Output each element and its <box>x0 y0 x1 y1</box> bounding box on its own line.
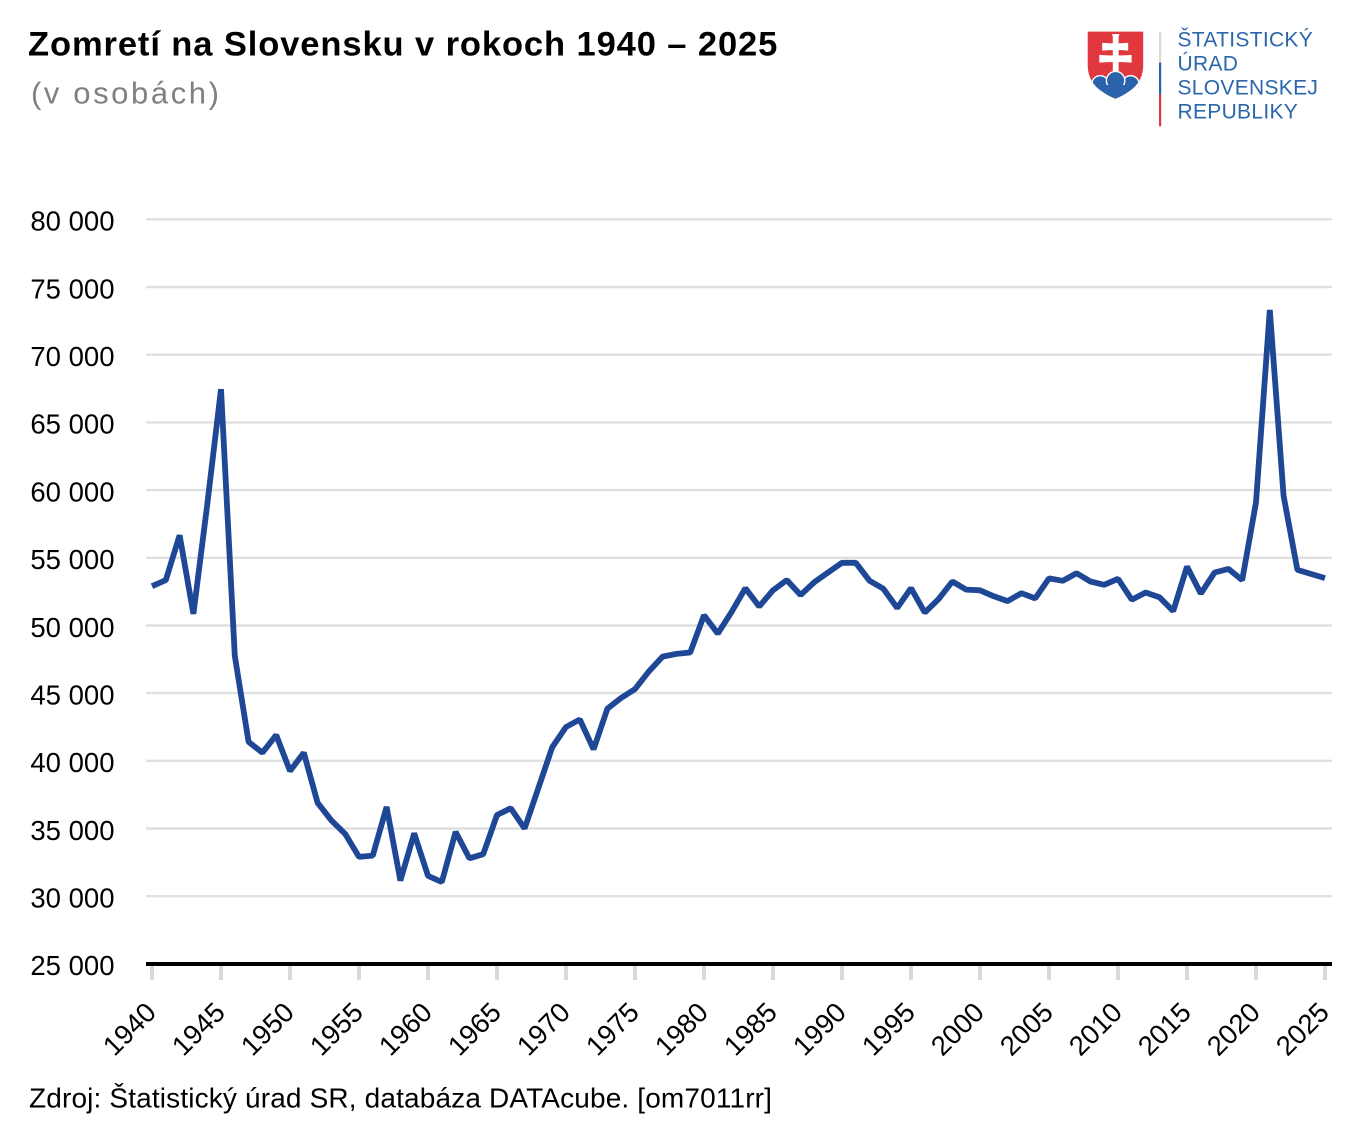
svg-text:70 000: 70 000 <box>30 341 114 372</box>
svg-text:SLOVENSKEJ: SLOVENSKEJ <box>1178 76 1319 99</box>
svg-text:45 000: 45 000 <box>30 679 114 710</box>
svg-text:60 000: 60 000 <box>30 476 114 507</box>
svg-text:REPUBLIKY: REPUBLIKY <box>1178 100 1299 123</box>
svg-text:Zomretí na Slovensku v rokoch: Zomretí na Slovensku v rokoch 1940 – 202… <box>28 26 778 64</box>
svg-text:80 000: 80 000 <box>30 206 114 237</box>
svg-text:(v osobách): (v osobách) <box>31 76 222 111</box>
svg-text:30 000: 30 000 <box>30 883 114 914</box>
svg-text:40 000: 40 000 <box>30 747 114 778</box>
svg-text:Zdroj: Štatistický úrad SR, da: Zdroj: Štatistický úrad SR, databáza DAT… <box>29 1083 772 1114</box>
svg-text:35 000: 35 000 <box>30 815 114 846</box>
svg-text:ŠTATISTICKÝ: ŠTATISTICKÝ <box>1178 28 1314 51</box>
svg-text:50 000: 50 000 <box>30 612 114 643</box>
svg-text:55 000: 55 000 <box>30 544 114 575</box>
svg-text:65 000: 65 000 <box>30 409 114 440</box>
svg-text:ÚRAD: ÚRAD <box>1178 52 1239 75</box>
svg-text:25 000: 25 000 <box>30 950 114 981</box>
svg-text:75 000: 75 000 <box>30 273 114 304</box>
